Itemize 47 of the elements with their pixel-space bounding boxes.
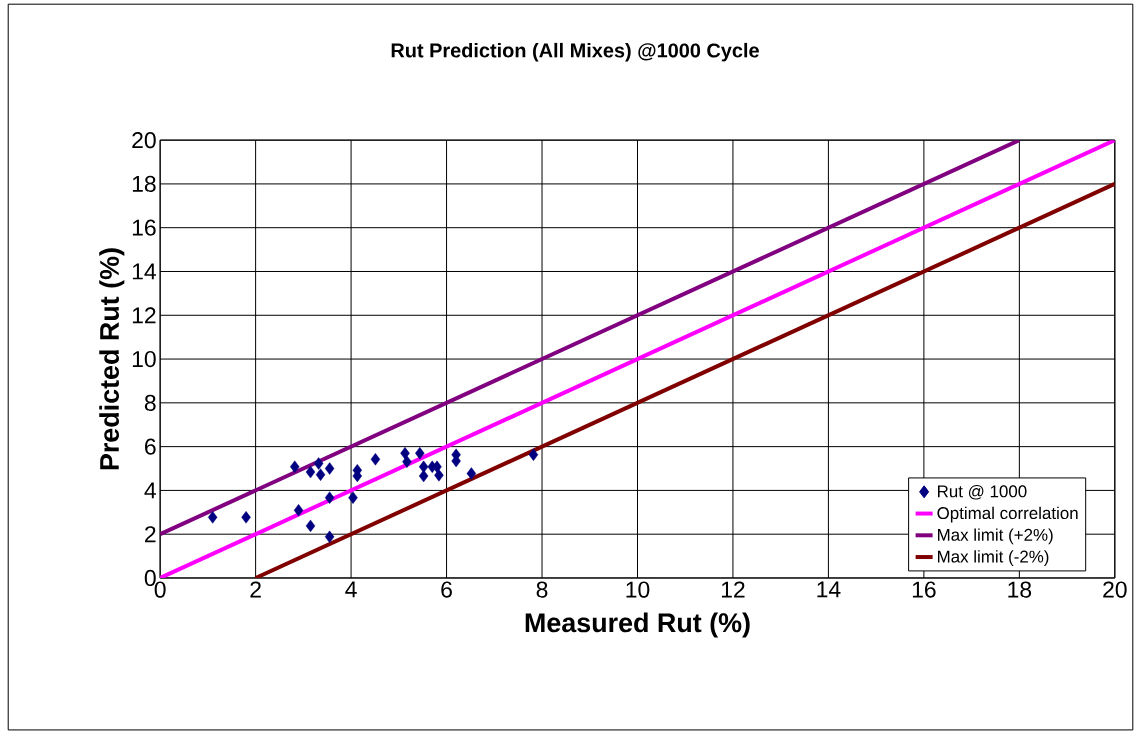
point — [415, 446, 425, 460]
point — [305, 519, 316, 533]
y-tick-label: 16 — [132, 219, 156, 236]
point — [207, 511, 218, 524]
y-tick-label: 10 — [132, 350, 156, 368]
y-tick-label: 20 — [132, 131, 156, 149]
y-axis-title: Predicted Rut (%) — [99, 248, 125, 470]
legend-label: Max limit (-2%) — [938, 550, 1049, 566]
point — [241, 511, 251, 524]
x-tick-label: 20 — [1103, 581, 1127, 598]
point — [418, 469, 429, 483]
x-tick-label: 4 — [345, 581, 357, 598]
point — [324, 530, 335, 543]
point — [324, 462, 335, 475]
point — [348, 491, 358, 504]
x-tick-label: 2 — [250, 581, 261, 598]
legend-label: Rut @ 1000 — [938, 484, 1027, 500]
y-tick-label: 8 — [144, 394, 156, 411]
point — [293, 504, 304, 517]
y-tick-label: 18 — [132, 175, 156, 192]
point — [313, 457, 324, 470]
x-tick-label: 16 — [912, 581, 936, 598]
point — [370, 453, 381, 466]
x-tick-label: 18 — [1008, 581, 1032, 598]
x-axis-title: Measured Rut (%) — [525, 612, 750, 638]
x-tick-label: 10 — [626, 581, 650, 598]
point — [324, 491, 335, 504]
point — [315, 468, 326, 481]
point — [305, 465, 316, 479]
point — [528, 448, 539, 461]
x-tick-label: 8 — [536, 581, 548, 598]
point — [290, 460, 300, 473]
x-tick-label: 6 — [441, 581, 452, 598]
y-tick-label: 0 — [144, 569, 156, 587]
legend-label: Optimal correlation — [937, 506, 1078, 523]
y-tick-label: 14 — [132, 263, 156, 280]
point — [402, 455, 412, 468]
y-tick-label: 6 — [145, 438, 156, 455]
chart-title: Rut Prediction (All Mixes) @1000 Cycle — [391, 42, 759, 62]
y-tick-label: 2 — [145, 526, 156, 543]
x-tick-label: 14 — [817, 581, 841, 598]
point — [466, 467, 477, 480]
legend-label: Max limit (+2%) — [938, 528, 1053, 545]
point — [434, 469, 444, 482]
y-tick-label: 12 — [132, 307, 156, 324]
y-tick-label: 4 — [144, 482, 156, 499]
x-tick-label: 12 — [721, 581, 745, 598]
